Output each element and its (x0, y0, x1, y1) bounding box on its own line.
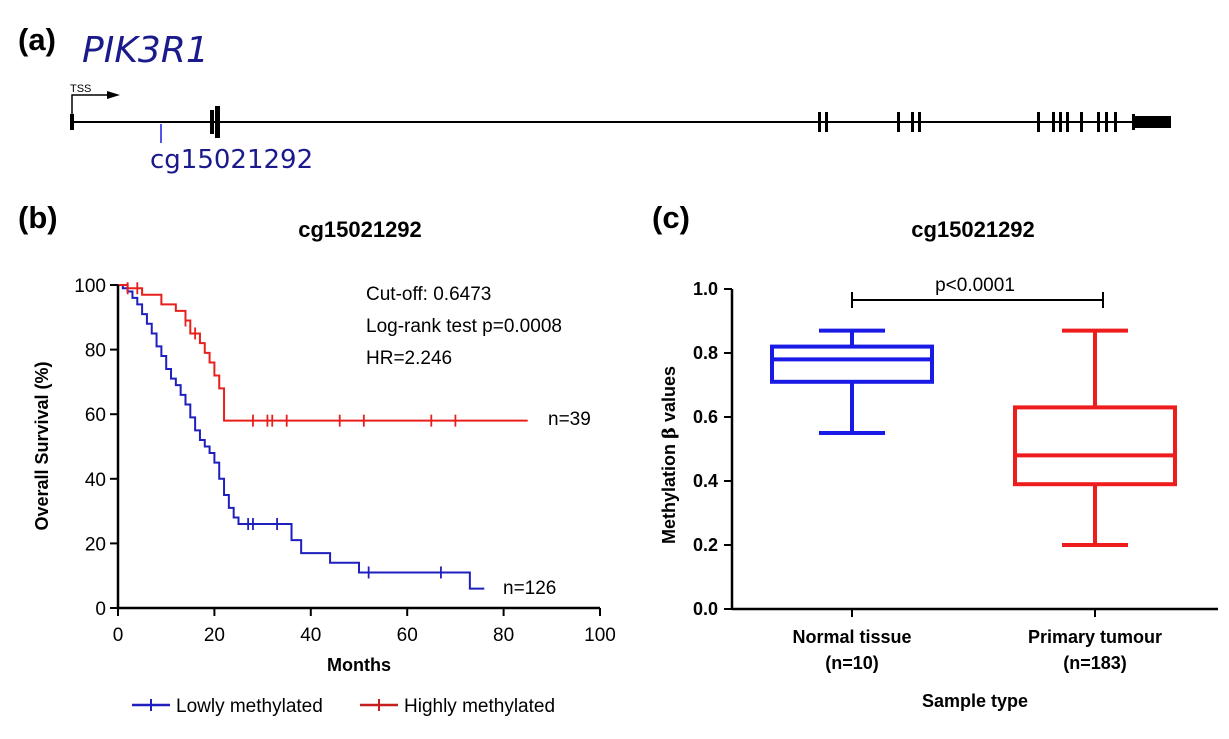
exon-mark (1114, 112, 1117, 132)
exon-mark (918, 112, 921, 132)
km-n-label-high: n=39 (548, 409, 591, 430)
panel-a: (a) PIK3R1 TSS cg15021292 (18, 22, 1171, 175)
exon-mark (1066, 112, 1069, 132)
exon-mark (1132, 114, 1135, 130)
km-n-label-low: n=126 (503, 578, 556, 599)
panel-a-label: (a) (18, 22, 56, 57)
box-iqr (1013, 405, 1177, 487)
legend-label-highly: Highly methylated (404, 696, 555, 717)
km-legend: Lowly methylated Highly methylated (132, 696, 555, 717)
box-y-tick-label: 0.2 (693, 535, 718, 555)
panel-b-label: (b) (18, 200, 58, 235)
significance-label: p<0.0001 (935, 275, 1015, 296)
tss-arrowhead (107, 91, 120, 99)
km-x-tick-label: 60 (397, 625, 418, 646)
exon-mark (818, 112, 821, 132)
gene-name: PIK3R1 (82, 30, 209, 71)
km-y-tick-label: 20 (85, 534, 106, 555)
box-y-ticks: 0.0 0.2 0.4 0.6 0.8 1.0 (693, 279, 732, 619)
legend-item-lowly: Lowly methylated (132, 696, 323, 717)
exon-mark (1080, 112, 1083, 132)
tss-arrow (71, 94, 112, 117)
km-annotation-cutoff: Cut-off: 0.6473 (366, 284, 491, 305)
exon-mark (1052, 112, 1055, 132)
km-x-tick-label: 100 (584, 625, 616, 646)
exon-mark (70, 114, 74, 130)
box-y-tick-label: 0.6 (693, 407, 718, 427)
km-x-tick-label: 20 (204, 625, 225, 646)
km-x-axis-label: Months (327, 655, 391, 675)
box-y-tick-label: 0.8 (693, 343, 718, 363)
box-title: cg15021292 (911, 217, 1035, 242)
box-x-category-n: (n=10) (825, 653, 879, 673)
km-x-ticks: 0 20 40 60 80 100 (113, 608, 616, 646)
ylabel-prefix: Methylation (659, 444, 679, 544)
panel-c: (c) cg15021292 0.0 0.2 0.4 0.6 0.8 1.0 Normal… (652, 200, 1218, 711)
box-group-normal: Normal tissue (n=10) (770, 328, 934, 673)
box-x-category-label: Primary tumour (1028, 627, 1162, 647)
km-y-tick-label: 80 (85, 341, 106, 362)
box-y-tick-label: 1.0 (693, 279, 718, 299)
exon-marks (70, 106, 1171, 138)
km-curve-highly (118, 284, 528, 422)
km-curves (118, 282, 528, 590)
km-x-tick-label: 0 (113, 625, 124, 646)
probe-label: cg15021292 (150, 145, 313, 175)
box-x-category-n: (n=183) (1063, 653, 1127, 673)
ylabel-beta: β (659, 427, 680, 439)
box-group-tumour: Primary tumour (n=183) (1013, 328, 1177, 673)
exon-mark (1037, 112, 1040, 132)
ylabel-suffix: values (659, 366, 679, 422)
exon-mark (911, 112, 914, 132)
km-y-tick-label: 60 (85, 405, 106, 426)
box-y-tick-label: 0.4 (693, 471, 718, 491)
box-iqr (770, 344, 934, 384)
box-y-tick-label: 0.0 (693, 599, 718, 619)
panel-c-label: (c) (652, 200, 690, 235)
legend-label-lowly: Lowly methylated (176, 696, 323, 717)
km-annotation-hr: HR=2.246 (366, 348, 452, 369)
km-curve-lowly (118, 284, 485, 590)
km-y-axis-label: Overall Survival (%) (32, 361, 52, 530)
km-x-tick-label: 40 (300, 625, 321, 646)
km-x-tick-label: 80 (493, 625, 514, 646)
box-groups: Normal tissue (n=10) Primary tumour (n=183) (770, 328, 1177, 673)
km-y-tick-label: 0 (95, 599, 106, 620)
exon-mark (210, 110, 214, 134)
km-y-tick-label: 40 (85, 470, 106, 491)
km-title: cg15021292 (298, 217, 422, 242)
exon-mark (1135, 116, 1171, 128)
km-annotation-logrank: Log-rank test p=0.0008 (366, 316, 562, 337)
exon-mark (1097, 112, 1100, 132)
exon-mark (897, 112, 900, 132)
box-x-category-label: Normal tissue (792, 627, 911, 647)
exon-mark (1059, 112, 1062, 132)
exon-mark (825, 112, 828, 132)
exon-mark (1105, 112, 1108, 132)
box-y-axis-label: Methylation β values (659, 366, 680, 544)
tss-label: TSS (70, 83, 91, 95)
legend-item-highly: Highly methylated (360, 696, 555, 717)
km-y-ticks: 0 20 40 60 80 100 (74, 276, 118, 620)
significance-bracket: p<0.0001 (851, 275, 1104, 308)
panel-b: (b) cg15021292 Cut-off: 0.6473 Log-rank … (18, 200, 616, 717)
exon-mark (215, 106, 220, 138)
box-x-axis-label: Sample type (922, 691, 1028, 711)
km-y-tick-label: 100 (74, 276, 106, 297)
